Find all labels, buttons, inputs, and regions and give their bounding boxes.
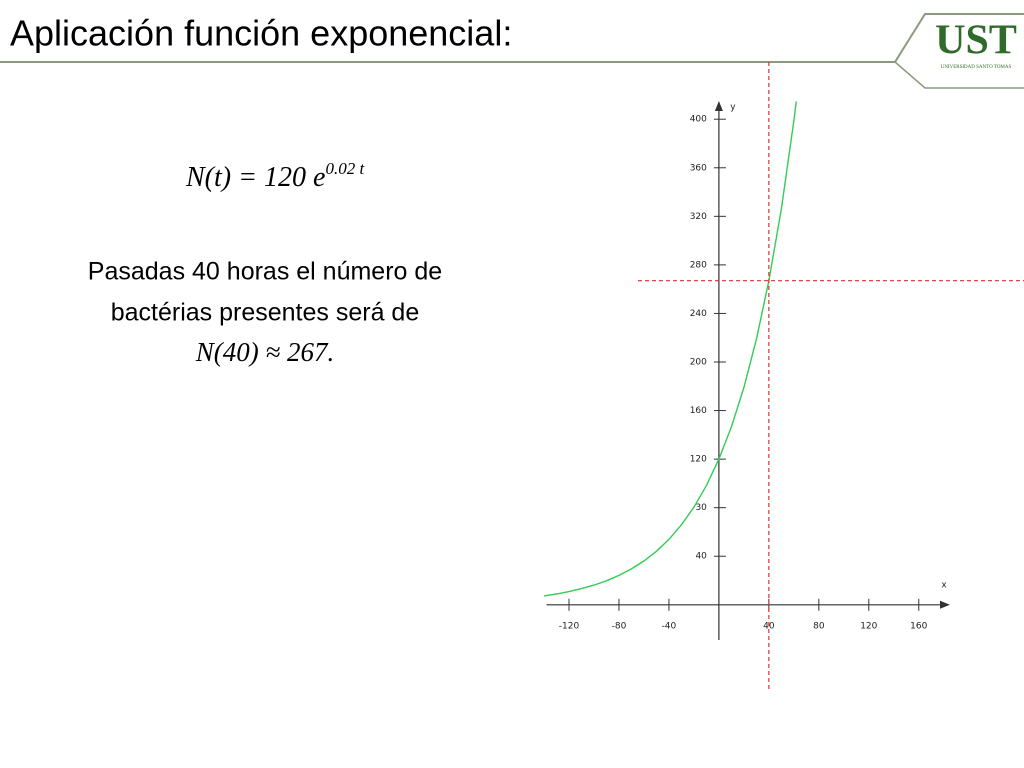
formula-base: N(t) = 120 e <box>185 162 325 193</box>
x-arrow <box>940 600 950 609</box>
x-tick-label: 120 <box>860 621 877 631</box>
y-tick-label: 360 <box>690 163 707 173</box>
y-tick-label: 30 <box>695 503 707 513</box>
logo-subtitle: UNIVERSIDAD SANTO TOMAS <box>941 65 1012 70</box>
text-line: Pasadas 40 horas el número de <box>88 258 442 286</box>
chart: x y -120 -80 -40 40 80 120 160 40 30 120 160 200 240 28… <box>543 62 1024 692</box>
x-tick-label: 160 <box>910 621 927 631</box>
x-tick-label: -80 <box>612 621 627 631</box>
formula-exponent: 0.02 t <box>325 159 365 178</box>
x-axis-label: x <box>941 580 947 590</box>
result: N(40) ≈ 267. <box>195 337 335 367</box>
text-line: bactérias presentes será de <box>111 299 420 327</box>
x-tick-label: -40 <box>662 621 677 631</box>
y-tick-label: 200 <box>690 358 707 368</box>
logo-frame <box>894 61 1024 89</box>
x-tick-label: 80 <box>813 621 825 631</box>
y-tick-label: 280 <box>690 260 707 270</box>
title: Aplicación función exponencial: <box>10 13 512 54</box>
y-tick-label: 240 <box>690 309 707 319</box>
y-arrow <box>714 101 723 111</box>
y-tick-label: 400 <box>690 115 707 125</box>
x-tick-label: -120 <box>559 621 580 631</box>
header-rule <box>0 13 1024 63</box>
y-tick-label: 160 <box>690 406 707 416</box>
logo: UST <box>935 18 1017 64</box>
y-tick-label: 120 <box>690 455 707 465</box>
y-tick-label: 320 <box>690 212 707 222</box>
formula: N(t) = 120 e0.02 t <box>185 159 365 194</box>
x-tick-label: 40 <box>763 621 775 631</box>
y-tick-label: 40 <box>695 552 707 562</box>
curve <box>543 101 797 597</box>
y-axis-label: y <box>730 103 736 113</box>
